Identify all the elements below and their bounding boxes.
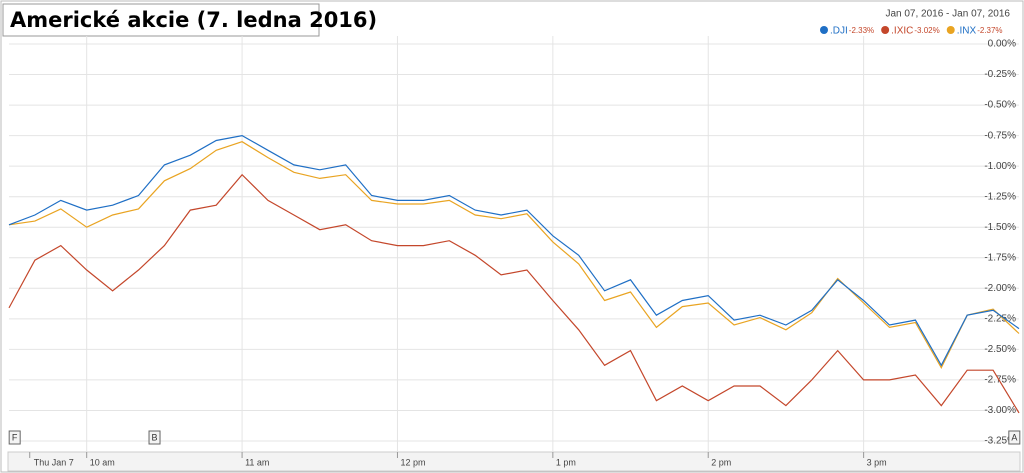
y-tick-label: 0.00% [988,39,1016,50]
x-tick-label: 11 am [245,457,269,467]
annotation-flag [1008,430,1021,445]
y-tick-label: -2.00% [984,283,1016,294]
x-tick-label: 12 pm [400,457,425,467]
legend-change: -2.37% [977,26,1002,35]
series-line [8,173,1020,414]
y-tick-label: -2.25% [984,313,1016,324]
x-tick-label: 10 am [90,457,115,467]
y-tick-label: -0.25% [984,69,1016,80]
legend-marker [946,26,955,34]
x-tick-label: Thu Jan 7 [34,457,74,467]
y-tick-label: -1.25% [984,191,1016,202]
y-tick-label: -1.50% [984,222,1016,233]
annotation-label: A [1011,432,1017,442]
series-line [8,134,1020,367]
y-tick-label: -2.50% [984,344,1016,355]
x-axis-band [7,451,1021,472]
title-box [2,3,320,37]
legend-name: .DJI [830,26,848,37]
annotation-label: B [152,432,158,442]
date-range: Jan 07, 2016 - Jan 07, 2016 [885,9,1010,20]
legend-marker [820,26,828,34]
legend-change: -2.33% [849,26,874,35]
annotation-label: F [12,432,18,442]
x-tick-label: 1 pm [556,457,576,467]
legend-change: -3.02% [914,26,939,35]
legend-marker [881,26,890,34]
legend-name: .IXIC [891,26,913,37]
legend-name: .INX [957,26,977,37]
annotation-flag [8,430,21,445]
y-tick-label: -3.25% [984,436,1016,447]
y-tick-label: -2.75% [984,375,1016,386]
y-tick-label: -3.00% [984,405,1016,416]
y-tick-label: -0.50% [984,100,1016,111]
chart-title: Americké akcie (7. ledna 2016) [10,8,377,32]
x-tick-label: 2 pm [711,457,731,467]
y-tick-label: -0.75% [984,130,1016,141]
x-tick-label: 3 pm [867,457,887,467]
y-tick-label: -1.00% [984,161,1016,172]
y-tick-label: -1.75% [984,252,1016,263]
annotation-flag [148,430,161,445]
